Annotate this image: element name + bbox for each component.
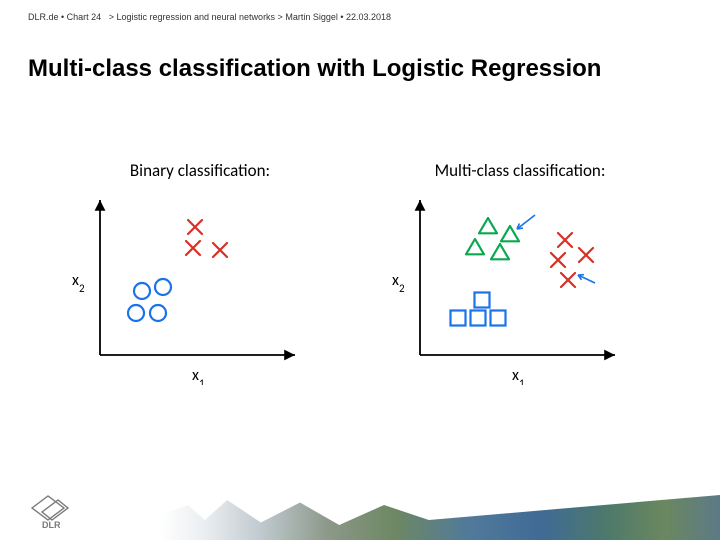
page-title: Multi-class classification with Logistic… [28,55,601,83]
breadcrumb-path: > Logistic regression and neural network… [109,12,338,22]
breadcrumb-date: 22.03.2018 [346,12,391,22]
binary-chart-title: Binary classification: [60,160,340,181]
breadcrumb-sep-2: • [338,12,346,22]
breadcrumb: DLR.de • Chart 24 > Logistic regression … [28,12,391,22]
breadcrumb-site: DLR.de [28,12,59,22]
dlr-logo: DLR [28,490,88,530]
footer: DLR [0,485,720,540]
dlr-logo-text: DLR [42,520,61,530]
breadcrumb-sep-1: • [59,12,67,22]
breadcrumb-chart: Chart 24 [67,12,102,22]
footer-decorative-image [160,490,720,540]
multi-chart: x2 x1 [380,185,660,385]
binary-chart-block: Binary classification: x2 x1 [60,160,340,385]
multi-chart-title: Multi-class classification: [380,160,660,181]
charts-row: Binary classification: x2 x1 Multi-class … [60,160,660,385]
svg-text:x1: x1 [192,366,205,385]
binary-chart: x2 x1 [60,185,340,385]
svg-text:x2: x2 [392,271,405,295]
svg-text:x1: x1 [512,366,525,385]
svg-text:x2: x2 [72,271,85,295]
multi-chart-block: Multi-class classification: x2 x1 [380,160,660,385]
